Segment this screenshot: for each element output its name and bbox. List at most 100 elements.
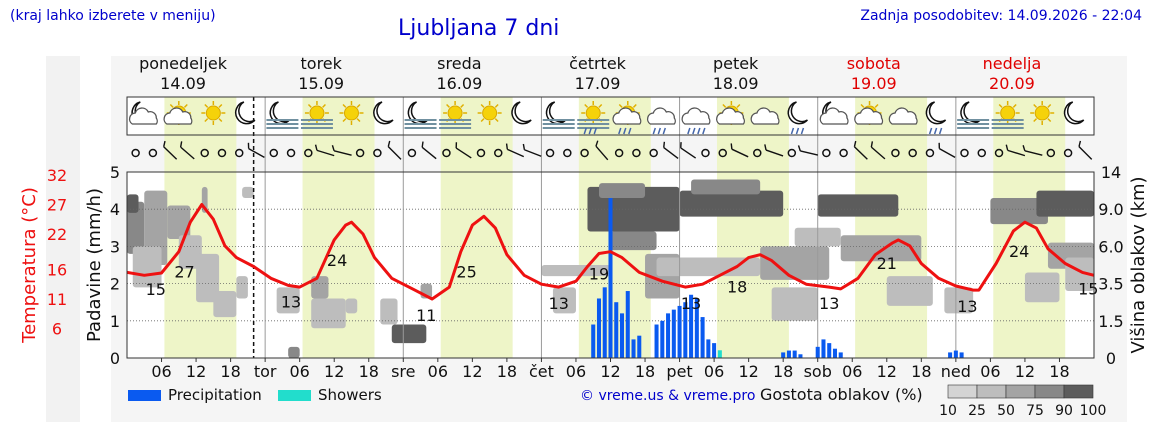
sun-ray <box>342 118 347 123</box>
precipitation-bar <box>706 339 711 358</box>
calm-wind-marker <box>131 148 140 158</box>
cloud-block <box>311 298 346 329</box>
legend-showers: Showers <box>278 386 382 404</box>
cloud-height-axis-label: Višina oblakov (km) <box>1128 176 1149 353</box>
wind-barb-shaft <box>870 146 886 160</box>
sun-ray <box>618 103 623 108</box>
precipitation-tick: 0 <box>110 349 120 368</box>
moon-crescent <box>1063 101 1085 125</box>
sun-disc <box>447 105 463 121</box>
rain-heavy-icon <box>681 107 711 135</box>
sun-ray <box>584 103 589 108</box>
precipitation-swatch <box>128 390 161 401</box>
calm-wind-marker <box>355 148 365 158</box>
temperature-label: 27 <box>174 263 194 282</box>
precipitation-bar <box>798 354 803 358</box>
x-tick-label: tor <box>254 362 277 381</box>
cloud-block <box>391 324 427 344</box>
wind-barb-shaft <box>663 147 679 159</box>
moon-crescent <box>234 101 256 125</box>
precipitation-bar <box>596 298 602 358</box>
cloud-block <box>167 205 191 239</box>
sun-fog-icon <box>439 101 472 129</box>
calm-wind-marker <box>701 148 710 158</box>
copyright-link[interactable]: © vreme.us & vreme.pro <box>580 388 756 404</box>
temperature-label: 15 <box>146 280 166 299</box>
day-name: sobota <box>847 54 901 73</box>
cloud-density-swatch <box>947 384 978 399</box>
x-tick-label: 18 <box>911 362 931 381</box>
cloud-shape <box>163 107 193 125</box>
cloud-block <box>1036 190 1094 217</box>
x-tick-label: 12 <box>462 362 482 381</box>
rain-drop <box>657 127 662 135</box>
precipitation-tick: 4 <box>110 200 120 219</box>
calm-wind-marker <box>614 148 624 158</box>
wind-barb-flag <box>505 143 508 150</box>
sun-fog-rain-icon <box>577 101 610 135</box>
location-hint[interactable]: (kraj lahko izberete v meniju) <box>10 8 216 24</box>
wind-barb-flag <box>1022 145 1026 152</box>
cloud-shape <box>854 107 884 125</box>
x-tick-label: sob <box>804 362 832 381</box>
cloud-density-swatch <box>976 384 1007 399</box>
sun-ray <box>480 103 485 108</box>
calm-wind-marker <box>925 148 935 158</box>
calm-wind-marker <box>632 148 641 158</box>
temperature-axis-strip <box>46 56 80 422</box>
precipitation-bar <box>677 305 682 358</box>
day-date: 16.09 <box>436 74 482 93</box>
wind-barb-shaft <box>595 145 609 161</box>
moon-crescent <box>511 101 532 125</box>
wind-barb-flag <box>595 140 599 147</box>
sun-cloud-rain-icon <box>612 101 642 135</box>
cloud-density-swatch <box>1034 384 1065 399</box>
sun-cloud-icon <box>163 101 193 125</box>
precipitation-bar <box>689 294 694 358</box>
cloud-density-tick: 90 <box>1055 403 1073 419</box>
precipitation-bar <box>953 350 958 358</box>
calm-wind-marker <box>269 148 279 158</box>
moon-cloud-icon <box>819 101 849 125</box>
wind-barb-flag <box>938 142 941 149</box>
precipitation-bar <box>671 309 676 358</box>
precipitation-bar <box>712 343 717 358</box>
temperature-label: 24 <box>327 251 347 270</box>
precipitation-bar <box>815 346 820 358</box>
wind-barb-shaft <box>421 146 437 160</box>
sun-ray <box>356 103 361 108</box>
cloud-block <box>944 287 974 314</box>
wind-barb-flag <box>680 142 682 149</box>
temperature-label: 13 <box>819 294 839 313</box>
x-tick-label: 06 <box>980 362 1000 381</box>
wind-barb-flag <box>331 145 335 152</box>
sun-ray <box>204 103 209 108</box>
cloud-block <box>380 298 398 325</box>
precipitation-bar <box>654 324 659 358</box>
precipitation-bar <box>827 343 832 358</box>
cloud-block <box>691 179 761 195</box>
temperature-line <box>126 203 1095 301</box>
cloud-density-tick: 50 <box>997 403 1015 419</box>
cloud-shape <box>646 107 676 125</box>
wind-barb <box>764 144 784 157</box>
temperature-tick: 32 <box>47 166 67 185</box>
wind-barb <box>314 144 335 157</box>
day-name: nedelja <box>983 54 1042 73</box>
x-tick-label: 18 <box>359 362 379 381</box>
calm-wind-marker <box>891 148 900 158</box>
rain-drop <box>800 127 805 135</box>
moon-icon <box>511 101 532 125</box>
cloud-height-tick: 1.5 <box>1098 312 1123 331</box>
cloud-height-tick: 9.0 <box>1098 200 1123 219</box>
day-name: sreda <box>437 54 481 73</box>
sun-ray <box>598 103 603 108</box>
calm-wind-marker <box>200 148 209 158</box>
sun-ray <box>1047 118 1052 123</box>
day-date: 17.09 <box>575 74 621 93</box>
x-tick-label: 12 <box>186 362 206 381</box>
precipitation-tick: 3 <box>110 237 120 256</box>
precipitation-axis-label: Padavine (mm/h) <box>84 188 105 342</box>
cloud-icon <box>888 107 918 125</box>
sun-ray <box>307 103 312 108</box>
